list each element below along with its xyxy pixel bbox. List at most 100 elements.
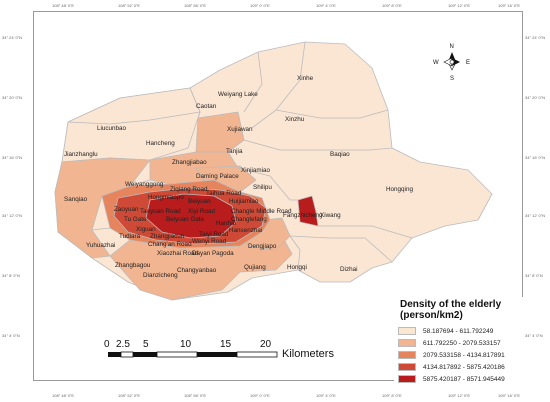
label-caotan: Caotan — [196, 103, 217, 110]
coord-left-4: 34° 8' 0"N — [2, 273, 20, 278]
coord-top-4: 109° 4' 0"E — [316, 3, 336, 8]
label-changyanbao: Changyanbao — [177, 267, 217, 274]
coord-top-5: 109° 8' 0"E — [382, 3, 402, 8]
coord-top-7: 109° 16' 0"E — [498, 3, 521, 8]
legend-swatch — [398, 363, 416, 371]
label-tudiara: Tudiara — [119, 233, 141, 240]
coord-right-3: 34° 12' 0"N — [525, 213, 546, 218]
legend-item-label: 58.187694 - 611.792249 — [423, 327, 494, 335]
west-label: W — [433, 60, 439, 66]
label-huijiamiao: Huijiamiao — [229, 198, 259, 205]
coord-bottom-4: 109° 4' 0"E — [316, 393, 336, 398]
legend-item: 611.792250 - 2079.533157 — [394, 337, 525, 349]
coord-right-0: 34° 24' 0"N — [525, 35, 546, 40]
label-zhangbagou: Zhangbagou — [115, 262, 151, 269]
coord-left-3: 34° 12' 0"N — [2, 213, 23, 218]
label-ziqiang-road: Ziqiang Road — [170, 186, 208, 193]
coord-top-0: 108° 48' 0"E — [52, 3, 75, 8]
label-xinhe: Xinhe — [297, 75, 314, 82]
label-beiyuan: Beiyuan — [188, 198, 211, 205]
legend-item: 5875.420187 - 8571.945449 — [394, 373, 525, 385]
coord-bottom-0: 108° 48' 0"E — [52, 393, 75, 398]
label-hongqing: Hongqing — [386, 186, 413, 193]
coord-top-6: 109° 12' 0"E — [448, 3, 471, 8]
scale-tick-0: 0 — [104, 339, 110, 350]
label-changan-road: Chang'an Road — [148, 241, 192, 248]
coord-bottom-1: 108° 52' 0"E — [118, 393, 141, 398]
scale-unit: Kilometers — [282, 348, 334, 360]
legend-item: 2079.533158 - 4134.817891 — [394, 349, 525, 361]
legend-item-label: 611.792250 - 2079.533157 — [423, 339, 501, 347]
coord-top-2: 108° 56' 0"E — [184, 3, 207, 8]
east-label: E — [466, 60, 470, 66]
region-core-c5 — [145, 193, 237, 239]
label-xinzhu: Xinzhu — [285, 116, 305, 123]
label-yuhuazhai: Yuhuazhai — [86, 242, 115, 249]
label-weiyang-lake: Weiyang Lake — [218, 91, 258, 98]
label-tu-gate: Tu Gate — [124, 216, 147, 223]
label-taiyi-road: Taiyi Road — [199, 231, 229, 238]
label-fangzhicheng: Fangzhicheng — [283, 212, 323, 219]
label-changle-middle-road: Changle Middle Road — [231, 208, 292, 215]
label-zhangjiabao: Zhangjiabao — [172, 159, 207, 166]
label-dengjiapo: Dengjiapo — [248, 243, 277, 250]
coord-bottom-7: 109° 16' 0"E — [498, 393, 521, 398]
label-xiaozhai-road: Xiaozhai Road — [157, 250, 198, 257]
coord-right-5: 34° 4' 0"N — [525, 333, 543, 338]
coord-right-2: 34° 16' 0"N — [525, 155, 546, 160]
label-xinjiamiao: Xinjiamiao — [241, 167, 271, 174]
north-label: N — [450, 44, 454, 50]
scale-tick-5: 20 — [260, 339, 272, 350]
label-xiguan: Xiguan — [136, 226, 156, 233]
legend-swatch — [398, 351, 416, 359]
label-beiyuan-gate: Beiyuan Gate — [166, 216, 205, 223]
coord-bottom-6: 109° 12' 0"E — [448, 393, 471, 398]
legend-item: 58.187694 - 611.792249 — [394, 325, 525, 337]
scale-tick-2: 5 — [143, 339, 149, 350]
north-arrow-icon: N S W E — [433, 44, 470, 82]
south-label: S — [450, 76, 454, 82]
legend-item-label: 2079.533158 - 4134.817891 — [423, 351, 505, 359]
label-baqiao: Baqiao — [330, 151, 350, 158]
label-hongmiaopo: Hongmiaopo — [148, 194, 184, 201]
label-changlefang: Changlefang — [231, 216, 267, 223]
label-hanhai: Hanhai — [216, 220, 236, 227]
label-dayan-pagoda: Dayan Pagoda — [192, 250, 234, 257]
label-tanjia: Tanjia — [226, 148, 243, 155]
coord-bottom-3: 109° 0' 0"E — [250, 393, 270, 398]
label-shilipu: Shilipu — [253, 184, 272, 191]
label-zaoyuan: Zaoyuan — [114, 206, 139, 213]
label-hongqi: Hongqi — [287, 264, 307, 271]
label-dianzicheng: Dianzicheng — [143, 272, 178, 279]
scale-bar — [108, 351, 278, 358]
scale-tick-1: 2.5 — [116, 339, 130, 350]
label-weiyanggong: Weiyanggong — [125, 181, 164, 188]
label-xiwang: Xiwang — [320, 212, 341, 219]
label-liucunbao: Liucunbao — [97, 125, 127, 132]
coord-left-5: 34° 4' 0"N — [2, 333, 20, 338]
coord-top-3: 109° 0' 0"E — [250, 3, 270, 8]
label-hansenzhai: Hansenzhai — [229, 227, 262, 234]
scale-tick-4: 15 — [220, 339, 232, 350]
scale-tick-3: 10 — [180, 339, 192, 350]
legend-title-line1: Density of the elderly — [400, 299, 502, 310]
legend-title: Density of the elderly (person/km2) — [394, 297, 525, 321]
label-zhangjiacun: Zhangjiacun — [150, 233, 185, 240]
legend-swatch — [398, 375, 416, 383]
coord-right-4: 34° 8' 0"N — [525, 273, 543, 278]
region-fangzhicheng — [297, 195, 319, 227]
coord-left-2: 34° 16' 0"N — [2, 155, 23, 160]
coord-right-1: 34° 20' 0"N — [525, 95, 546, 100]
legend-swatch — [398, 327, 416, 335]
legend-swatch — [398, 339, 416, 347]
map-frame — [33, 11, 523, 381]
label-wenyi-road: Wenyi Road — [192, 238, 227, 245]
label-daming-palace: Daming Palace — [196, 173, 239, 180]
coord-bottom-5: 109° 8' 0"E — [382, 393, 402, 398]
coord-left-1: 34° 20' 0"N — [2, 95, 23, 100]
coord-bottom-2: 108° 56' 0"E — [184, 393, 207, 398]
label-sanqiao: Sanqiao — [64, 196, 88, 203]
legend-title-line2: (person/km2) — [400, 310, 463, 321]
label-xiyi-road: Xiyi Road — [188, 208, 215, 215]
